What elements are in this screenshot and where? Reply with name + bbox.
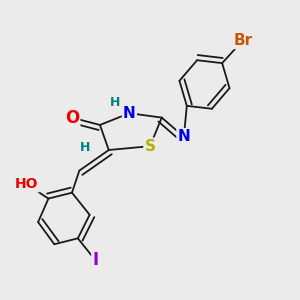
Text: HO: HO (15, 177, 39, 191)
Text: I: I (92, 251, 99, 269)
Text: N: N (178, 129, 190, 144)
Text: O: O (65, 109, 79, 127)
Text: H: H (80, 141, 90, 154)
Text: S: S (145, 139, 155, 154)
Text: Br: Br (233, 33, 252, 48)
Text: H: H (110, 96, 120, 110)
Text: N: N (123, 106, 136, 121)
